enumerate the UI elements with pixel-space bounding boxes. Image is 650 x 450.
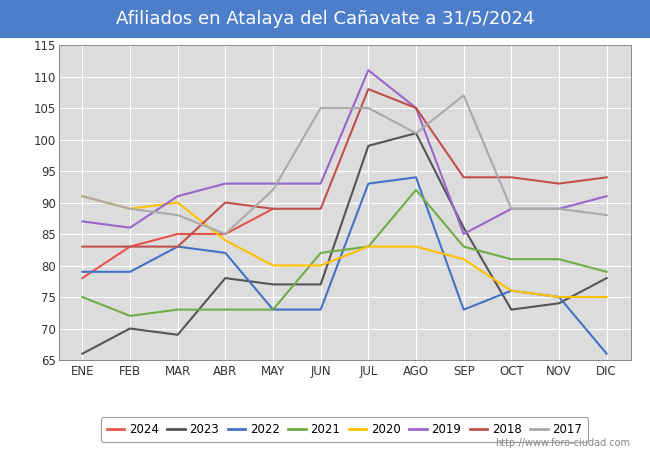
Legend: 2024, 2023, 2022, 2021, 2020, 2019, 2018, 2017: 2024, 2023, 2022, 2021, 2020, 2019, 2018… [101,418,588,442]
Text: Afiliados en Atalaya del Cañavate a 31/5/2024: Afiliados en Atalaya del Cañavate a 31/5… [116,10,534,28]
Text: http://www.foro-ciudad.com: http://www.foro-ciudad.com [495,438,630,448]
